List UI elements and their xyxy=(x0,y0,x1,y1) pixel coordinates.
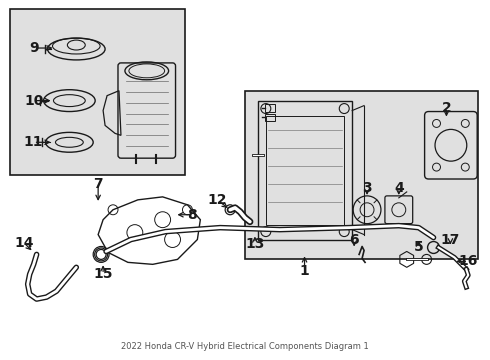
Text: 4: 4 xyxy=(394,181,404,195)
Bar xyxy=(265,113,275,121)
Text: 2022 Honda CR-V Hybrid Electrical Components Diagram 1: 2022 Honda CR-V Hybrid Electrical Compon… xyxy=(121,342,369,351)
Text: 2: 2 xyxy=(441,100,451,114)
Bar xyxy=(10,9,185,175)
Bar xyxy=(266,116,344,225)
Bar xyxy=(258,100,352,239)
Text: 9: 9 xyxy=(29,41,38,55)
Text: 11: 11 xyxy=(24,135,44,149)
Text: 13: 13 xyxy=(245,237,265,251)
Text: 12: 12 xyxy=(207,193,227,207)
Text: 3: 3 xyxy=(362,181,372,195)
Text: 5: 5 xyxy=(414,240,423,255)
Text: 15: 15 xyxy=(94,267,113,281)
Text: 10: 10 xyxy=(24,94,43,108)
Text: 8: 8 xyxy=(188,208,197,222)
Text: 17: 17 xyxy=(441,233,460,247)
Text: 6: 6 xyxy=(349,233,359,247)
Text: 1: 1 xyxy=(300,264,309,278)
Circle shape xyxy=(225,205,235,215)
Text: 14: 14 xyxy=(14,235,33,249)
Bar xyxy=(245,91,478,260)
Text: 16: 16 xyxy=(459,255,478,268)
Bar xyxy=(265,104,275,112)
Text: 7: 7 xyxy=(93,177,103,191)
